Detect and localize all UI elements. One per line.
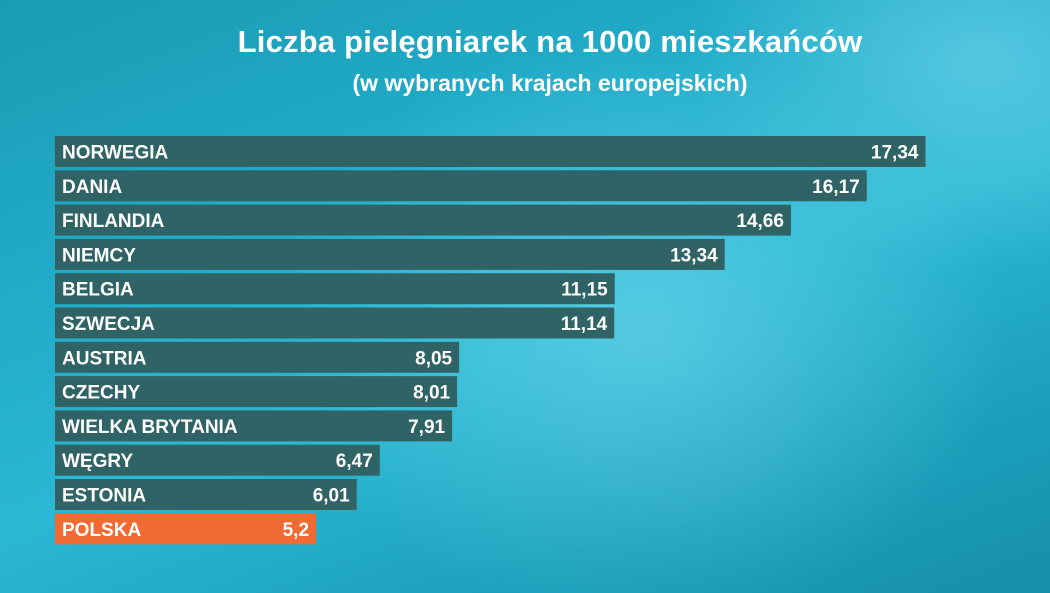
bar-row: NIEMCY 13,34 [55,238,725,270]
bar-highlight [55,513,317,545]
bar-value-label: 11,15 [561,280,608,301]
bar-value-label: 13,34 [670,245,718,266]
bar [55,410,453,442]
bar-category-label: NORWEGIA [62,143,169,164]
bar-category-label: NIEMCY [62,245,136,266]
bar-category-label: WIELKA BRYTANIA [62,417,238,438]
bar-row: ESTONIA 6,01 [55,479,357,510]
bar-row: POLSKA 5,2 [55,513,317,545]
bar [55,307,615,339]
bar-value-label: 16,17 [812,177,860,198]
bar-category-label: AUSTRIA [62,348,147,369]
bar-row: NORWEGIA 17,34 [55,136,926,167]
bar [55,479,357,510]
bar-row: WIELKA BRYTANIA 7,91 [55,410,453,442]
bar-row: FINLANDIA 14,66 [55,204,791,236]
bar-row: WĘGRY 6,47 [55,444,380,476]
bar-value-label: 17,34 [871,143,919,164]
bar-category-label: FINLANDIA [62,211,165,232]
chart-subtitle: (w wybranych krajach europejskich) [352,70,748,96]
bar-category-label: BELGIA [62,280,134,301]
bar-value-label: 14,66 [736,211,784,232]
bar [55,136,926,167]
bar-row: DANIA 16,17 [55,170,867,202]
bar-value-label: 7,91 [408,417,445,438]
bar-category-label: ESTONIA [62,486,146,507]
bar-row: CZECHY 8,01 [55,376,458,408]
bar-category-label: WĘGRY [62,451,133,472]
bar-value-label: 8,05 [415,348,452,369]
bar-value-label: 6,01 [313,486,350,507]
bar-category-label: DANIA [62,177,122,198]
bar [55,341,460,373]
bar-category-label: SZWECJA [62,314,155,335]
bar-value-label: 8,01 [413,383,450,404]
bar-row: AUSTRIA 8,05 [55,341,460,373]
bar [55,444,380,476]
bar-row: SZWECJA 11,14 [55,307,615,339]
bar-value-label: 11,14 [561,314,608,335]
bar-category-label: POLSKA [62,520,141,541]
bar-value-label: 6,47 [336,451,373,472]
chart-title: Liczba pielęgniarek na 1000 mieszkańców [237,24,863,59]
bar [55,238,725,270]
bar [55,273,615,305]
bar-category-label: CZECHY [62,383,140,404]
bar-value-label: 5,2 [283,520,309,541]
bar [55,204,791,236]
bar [55,170,867,202]
bar [55,376,458,408]
bar-row: BELGIA 11,15 [55,273,615,305]
